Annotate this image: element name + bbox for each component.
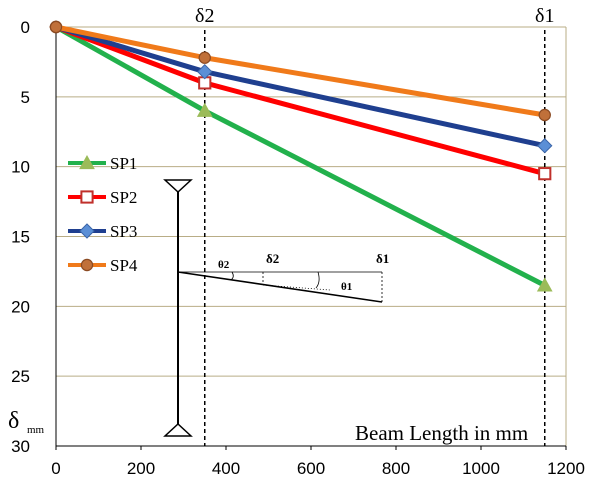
x-tick-label-0: 0 <box>51 459 60 478</box>
y-tick-label-0: 0 <box>21 18 30 37</box>
legend-marker-SP4 <box>80 258 94 272</box>
y-tick-label-25: 25 <box>11 367 30 386</box>
top-support-icon <box>163 179 193 194</box>
inset-theta1-label: θ1 <box>341 281 352 293</box>
y-tick-label-15: 15 <box>11 228 30 247</box>
inset-theta2-arc <box>230 271 234 281</box>
inset-delta1-label: δ1 <box>376 251 389 266</box>
inset-delta2-label: δ2 <box>266 251 279 266</box>
series-lines <box>49 20 553 292</box>
marker-label-1: δ1 <box>535 5 554 27</box>
y-axis-label: δ <box>8 408 19 434</box>
legend-label-SP1: SP1 <box>110 154 137 173</box>
y-tick-label-20: 20 <box>11 297 30 316</box>
x-tick-labels: 0 200 400 600 800 1000 1200 <box>51 459 585 478</box>
inset-theta1-arc <box>315 271 320 289</box>
legend-label-SP2: SP2 <box>110 188 137 207</box>
legend-label-SP4: SP4 <box>110 256 138 275</box>
x-tick-label-600: 600 <box>297 459 325 478</box>
gridlines <box>56 96 566 377</box>
bottom-support-icon <box>163 422 193 437</box>
y-tick-labels: 0 5 10 15 20 25 30 <box>11 18 30 456</box>
point-SP4-2 <box>538 108 551 122</box>
inset-theta2-label: θ2 <box>218 259 230 271</box>
series-line-SP3 <box>55 24 546 149</box>
axes <box>55 26 567 450</box>
point-SP2-2 <box>538 167 552 181</box>
marker-label-0: δ2 <box>195 5 214 27</box>
point-SP4-0 <box>49 20 63 34</box>
legend-marker-SP3 <box>79 223 95 239</box>
beam-inset-diagram: θ2 δ2 δ1 θ1 <box>163 179 389 437</box>
legend-marker-SP1 <box>79 154 95 170</box>
point-SP1-1 <box>196 102 213 117</box>
point-SP1-2 <box>536 277 553 292</box>
inset-dotted-line <box>262 284 331 291</box>
x-tick-label-800: 800 <box>382 459 410 478</box>
y-tick-label-5: 5 <box>21 88 30 107</box>
inset-deflected-line <box>177 271 383 303</box>
y-tick-label-30: 30 <box>11 437 30 456</box>
legend-marker-SP2 <box>80 190 94 204</box>
y-tick-label-10: 10 <box>11 158 30 177</box>
x-tick-label-1200: 1200 <box>547 459 585 478</box>
x-axis-label: Beam Length in mm <box>355 421 528 445</box>
point-SP3-2 <box>537 138 553 154</box>
point-SP4-1 <box>198 51 211 64</box>
deflection-markers: δ2 δ1 <box>195 5 554 446</box>
legend-label-SP3: SP3 <box>110 222 137 241</box>
legend: SP1 SP2 SP3 SP4 <box>68 154 138 275</box>
y-axis-unit: mm <box>27 424 45 436</box>
x-tick-label-1000: 1000 <box>462 459 500 478</box>
point-SP3-1 <box>197 63 213 80</box>
x-tick-label-400: 400 <box>212 459 240 478</box>
x-tick-label-200: 200 <box>127 459 155 478</box>
